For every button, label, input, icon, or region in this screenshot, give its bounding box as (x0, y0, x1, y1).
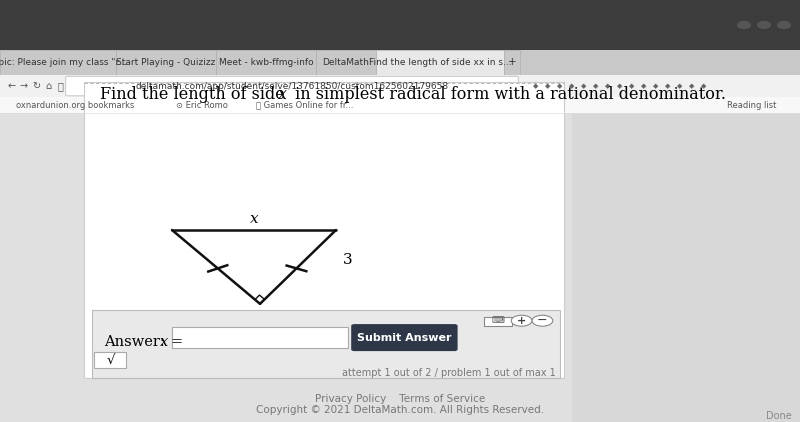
Text: Find the length of side: Find the length of side (100, 87, 290, 103)
Text: ◆: ◆ (534, 83, 538, 89)
Bar (0, 0, 800, 50)
Text: DeltaMath: DeltaMath (322, 58, 370, 67)
Text: attempt 1 out of 2 / problem 1 out of max 1: attempt 1 out of 2 / problem 1 out of ma… (342, 368, 556, 379)
Bar (0, 113, 572, 422)
Text: ↻: ↻ (32, 81, 40, 91)
FancyBboxPatch shape (66, 76, 518, 96)
Text: +: + (517, 316, 526, 326)
Bar (0, 50, 116, 75)
Circle shape (738, 22, 750, 28)
Text: Done: Done (766, 411, 792, 421)
Bar (116, 50, 216, 75)
Text: Privacy Policy    Terms of Service: Privacy Policy Terms of Service (315, 394, 485, 404)
Text: Submit Answer: Submit Answer (357, 333, 452, 343)
Text: ◆: ◆ (642, 83, 646, 89)
Text: 3: 3 (342, 252, 352, 267)
Bar (94, 352, 126, 368)
Text: ◆: ◆ (690, 83, 694, 89)
Text: Find the length of side xx in s...: Find the length of side xx in s... (369, 58, 511, 67)
Text: ⌂: ⌂ (45, 81, 51, 91)
Text: oxnardunion.org bookmarks: oxnardunion.org bookmarks (16, 100, 134, 110)
Text: x: x (250, 211, 258, 226)
Text: ←: ← (8, 81, 16, 91)
Bar (172, 327, 348, 348)
Text: ◆: ◆ (666, 83, 670, 89)
Circle shape (532, 315, 553, 326)
Bar (0, 75, 800, 97)
Text: ◆: ◆ (630, 83, 634, 89)
Text: x: x (160, 335, 168, 349)
Text: →: → (20, 81, 28, 91)
Text: +: + (508, 57, 516, 68)
Text: ◆: ◆ (546, 83, 550, 89)
Text: Meet - kwb-ffmg-info: Meet - kwb-ffmg-info (218, 58, 314, 67)
Text: Topic: Please join my class "r...: Topic: Please join my class "r... (0, 58, 127, 67)
Bar (376, 50, 504, 75)
Text: ◆: ◆ (678, 83, 682, 89)
Text: ◆: ◆ (570, 83, 574, 89)
Circle shape (778, 22, 790, 28)
Text: Reading list: Reading list (726, 100, 776, 110)
Text: =: = (170, 335, 182, 349)
Bar (92, 310, 560, 378)
Text: in simplest radical form with a rational denominator.: in simplest radical form with a rational… (290, 87, 726, 103)
Circle shape (758, 22, 770, 28)
Bar (0, 50, 800, 75)
Bar (84, 82, 564, 378)
Text: 🎮 Games Online for fr...: 🎮 Games Online for fr... (256, 100, 354, 110)
Text: ⊙ Eric Romo: ⊙ Eric Romo (176, 100, 228, 110)
Text: −: − (537, 314, 548, 327)
Bar (572, 113, 800, 422)
Text: ◆: ◆ (702, 83, 706, 89)
Text: deltamath.com/app/student/solve/13761850/custom1625602179658: deltamath.com/app/student/solve/13761850… (135, 81, 449, 91)
Text: ⌨: ⌨ (491, 316, 505, 325)
Text: √: √ (106, 354, 114, 366)
Text: ◆: ◆ (618, 83, 622, 89)
Text: ◆: ◆ (594, 83, 598, 89)
Bar (484, 316, 512, 326)
Text: 🔒: 🔒 (57, 81, 63, 91)
Bar (0, 97, 800, 113)
Circle shape (511, 315, 532, 326)
Text: Start Playing - Quizizz: Start Playing - Quizizz (116, 58, 216, 67)
Bar (316, 50, 376, 75)
Text: x: x (278, 87, 286, 103)
Text: ◆: ◆ (582, 83, 586, 89)
Bar (504, 50, 520, 75)
FancyBboxPatch shape (351, 324, 458, 351)
Text: ◆: ◆ (558, 83, 562, 89)
Text: ◆: ◆ (654, 83, 658, 89)
Bar (216, 50, 316, 75)
Text: Answer:: Answer: (104, 335, 165, 349)
Text: ◆: ◆ (606, 83, 610, 89)
Text: Copyright © 2021 DeltaMath.com. All Rights Reserved.: Copyright © 2021 DeltaMath.com. All Righ… (256, 405, 544, 415)
